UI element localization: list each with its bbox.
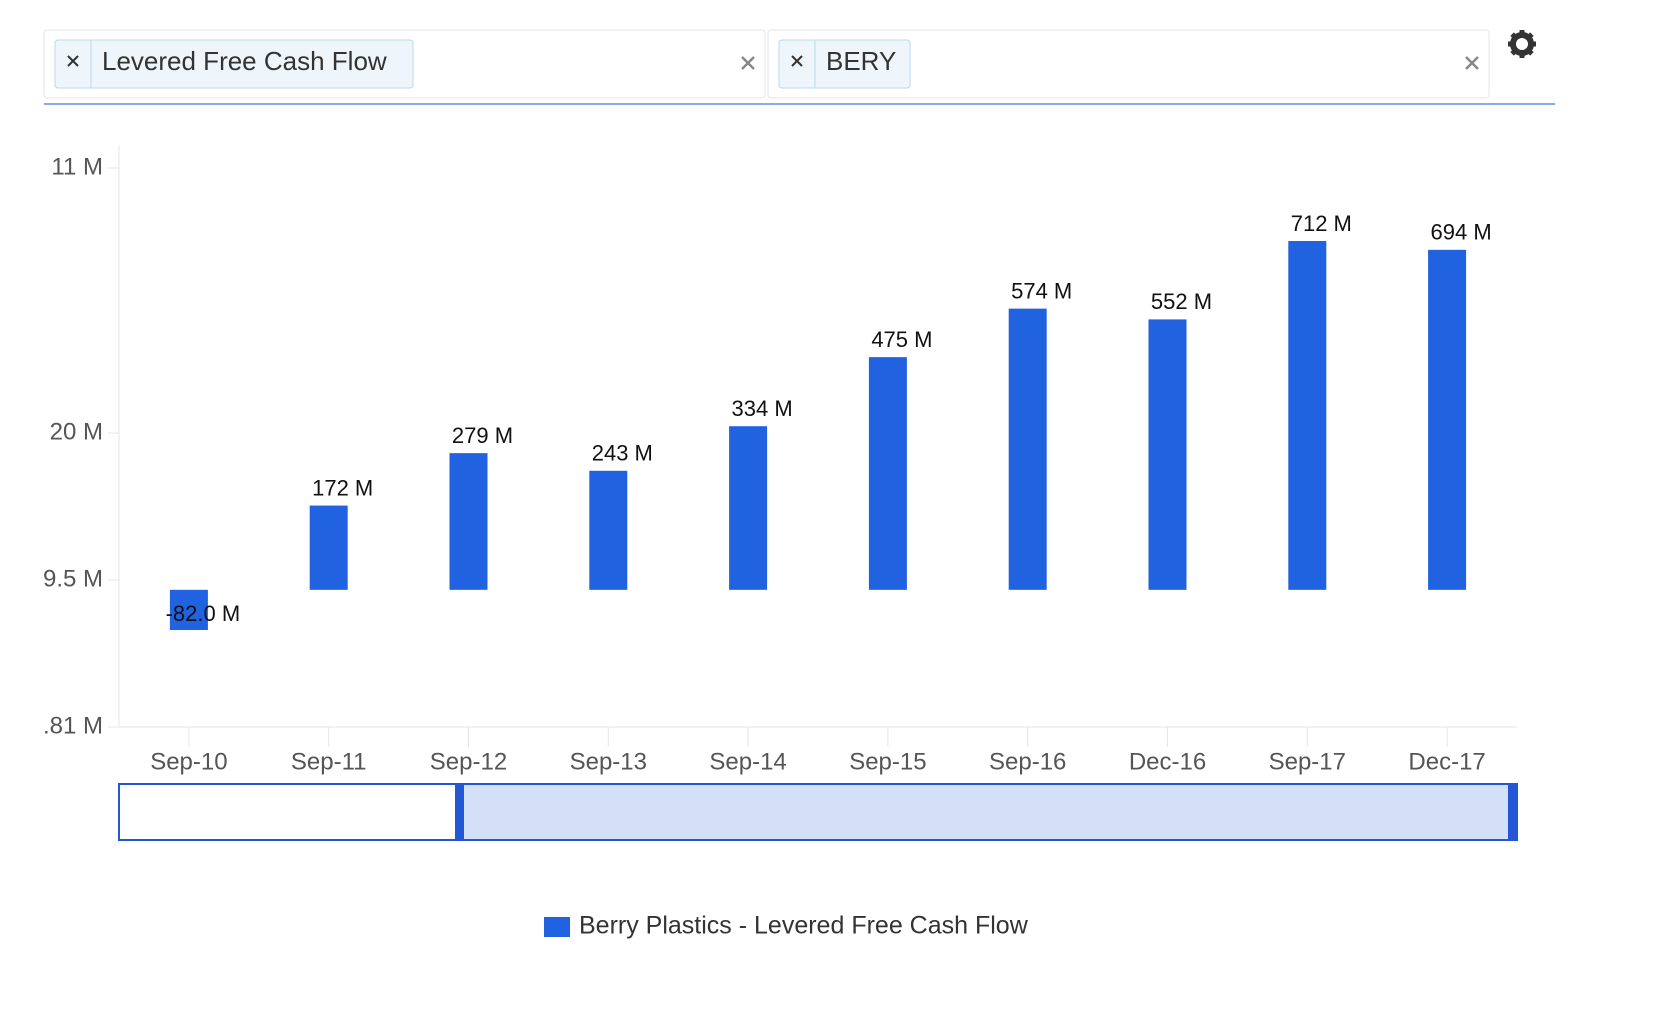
- navigator-selection[interactable]: [459, 785, 1512, 839]
- filter-label: BERY: [826, 46, 896, 76]
- clear-button[interactable]: [741, 56, 755, 70]
- x-tick-label: Sep-17: [1269, 748, 1346, 775]
- data-label: 334 M: [732, 396, 793, 421]
- bar: [589, 470, 628, 590]
- y-tick-label: .81 M: [43, 712, 103, 739]
- tag-remove[interactable]: [791, 55, 803, 67]
- bar: [169, 589, 208, 630]
- legend-swatch: [544, 917, 570, 937]
- tag-remove[interactable]: [67, 55, 79, 67]
- bar: [1148, 319, 1187, 590]
- x-tick-label: Dec-17: [1408, 748, 1485, 775]
- bar: [309, 505, 348, 590]
- data-label: 279 M: [452, 423, 513, 448]
- x-tick-label: Sep-10: [150, 748, 227, 775]
- filter-label: Levered Free Cash Flow: [102, 46, 387, 76]
- bar: [1288, 241, 1327, 590]
- x-tick-label: Sep-15: [849, 748, 926, 775]
- x-tick-label: Sep-11: [291, 748, 367, 775]
- bar: [1428, 249, 1467, 590]
- data-label: 243 M: [592, 441, 653, 466]
- settings-gear[interactable]: [1502, 24, 1542, 64]
- legend-label: Berry Plastics - Levered Free Cash Flow: [579, 912, 1029, 940]
- data-label: 694 M: [1431, 220, 1492, 245]
- filter-tag[interactable]: [778, 39, 911, 89]
- data-label: 712 M: [1291, 211, 1352, 236]
- data-label: 475 M: [871, 327, 932, 352]
- filter-box[interactable]: [767, 29, 1490, 99]
- data-label: 552 M: [1151, 289, 1212, 314]
- data-label: 172 M: [312, 475, 373, 500]
- navigator-handle[interactable]: [455, 785, 464, 839]
- clear-button[interactable]: [1465, 56, 1479, 70]
- y-tick-label: 9.5 M: [43, 565, 103, 592]
- x-tick-label: Sep-12: [430, 748, 507, 775]
- x-tick-label: Sep-14: [709, 748, 786, 775]
- bar: [868, 357, 907, 590]
- bar: [449, 453, 488, 590]
- y-tick-label: 20 M: [50, 418, 103, 445]
- filter-tag[interactable]: [54, 39, 414, 89]
- bar: [1008, 308, 1047, 590]
- bar: [729, 426, 768, 590]
- navigator-handle[interactable]: [1508, 785, 1517, 839]
- y-tick-label: 11 M: [51, 153, 103, 180]
- x-tick-label: Sep-13: [570, 748, 647, 775]
- x-tick-label: Dec-16: [1129, 748, 1206, 775]
- data-label: 574 M: [1011, 278, 1072, 303]
- data-label: -82.0 M: [166, 601, 241, 626]
- x-tick-label: Sep-16: [989, 748, 1066, 775]
